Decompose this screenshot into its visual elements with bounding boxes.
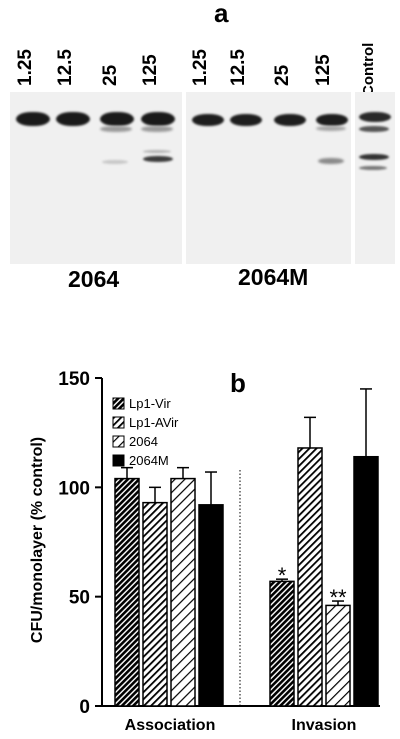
bar-2064m-invasion: [353, 455, 379, 707]
gel-band: [274, 114, 306, 126]
gel-band: [316, 114, 348, 126]
gel-band: [102, 160, 128, 164]
bar-lp1-avir-association: [142, 501, 168, 707]
gel-blot-2064m: [186, 92, 351, 264]
gel-band: [16, 112, 50, 126]
bar-lp1-vir-invasion: [269, 580, 295, 707]
bar-2064-association: [170, 477, 196, 707]
legend-label: Lp1-AVir: [129, 415, 179, 430]
gel-band: [141, 126, 173, 132]
gel-band: [141, 112, 175, 126]
gel-blot-control: [355, 92, 395, 264]
gel-band: [359, 166, 387, 170]
legend-label: Lp1-Vir: [129, 396, 171, 411]
panel-b-letter: b: [230, 368, 246, 398]
x-tick-label: Invasion: [292, 717, 357, 734]
bar-2064-invasion: [325, 604, 351, 707]
gel-band: [100, 126, 132, 132]
gel-band: [318, 158, 344, 164]
bars: ***: [114, 388, 379, 707]
y-ticks: 0 50 100 150: [58, 369, 102, 718]
x-tick-labels: Association Invasion: [125, 717, 357, 734]
gel-band: [359, 126, 389, 132]
x-tick-label: Association: [125, 717, 216, 734]
bar-2064m-association: [198, 504, 224, 707]
legend-swatch: [112, 397, 125, 410]
y-axis-label: CFU/monolayer (% control): [29, 437, 46, 643]
legend: Lp1-Vir Lp1-AVir 2064 2064M: [112, 396, 179, 468]
panel-a-letter: a: [214, 0, 229, 28]
gel-band: [359, 154, 389, 160]
bar-lp1-avir-invasion: [297, 447, 323, 707]
legend-swatch: [112, 454, 125, 467]
significance-marker: *: [278, 563, 287, 588]
legend-label: 2064M: [129, 453, 169, 468]
gel-blot-2064: [10, 92, 182, 264]
gel-band: [143, 150, 171, 153]
legend-swatch: [112, 435, 125, 448]
strain-label-2064m: 2064M: [238, 264, 309, 290]
legend-label: 2064: [129, 434, 158, 449]
gel-band: [192, 114, 224, 126]
gel-band: [316, 126, 346, 131]
significance-marker: **: [329, 585, 347, 610]
strain-label-2064: 2064: [68, 266, 120, 292]
y-tick-label: 100: [58, 478, 90, 499]
bar-lp1-vir-association: [114, 477, 140, 707]
y-tick-label: 50: [69, 588, 90, 609]
gel-band: [359, 112, 391, 122]
gel-band: [100, 112, 134, 126]
y-tick-label: 150: [58, 369, 90, 390]
legend-swatch: [112, 416, 125, 429]
gel-band: [56, 112, 90, 126]
y-tick-label: 0: [79, 697, 90, 718]
gel-band: [230, 114, 262, 126]
gel-band: [143, 156, 173, 162]
